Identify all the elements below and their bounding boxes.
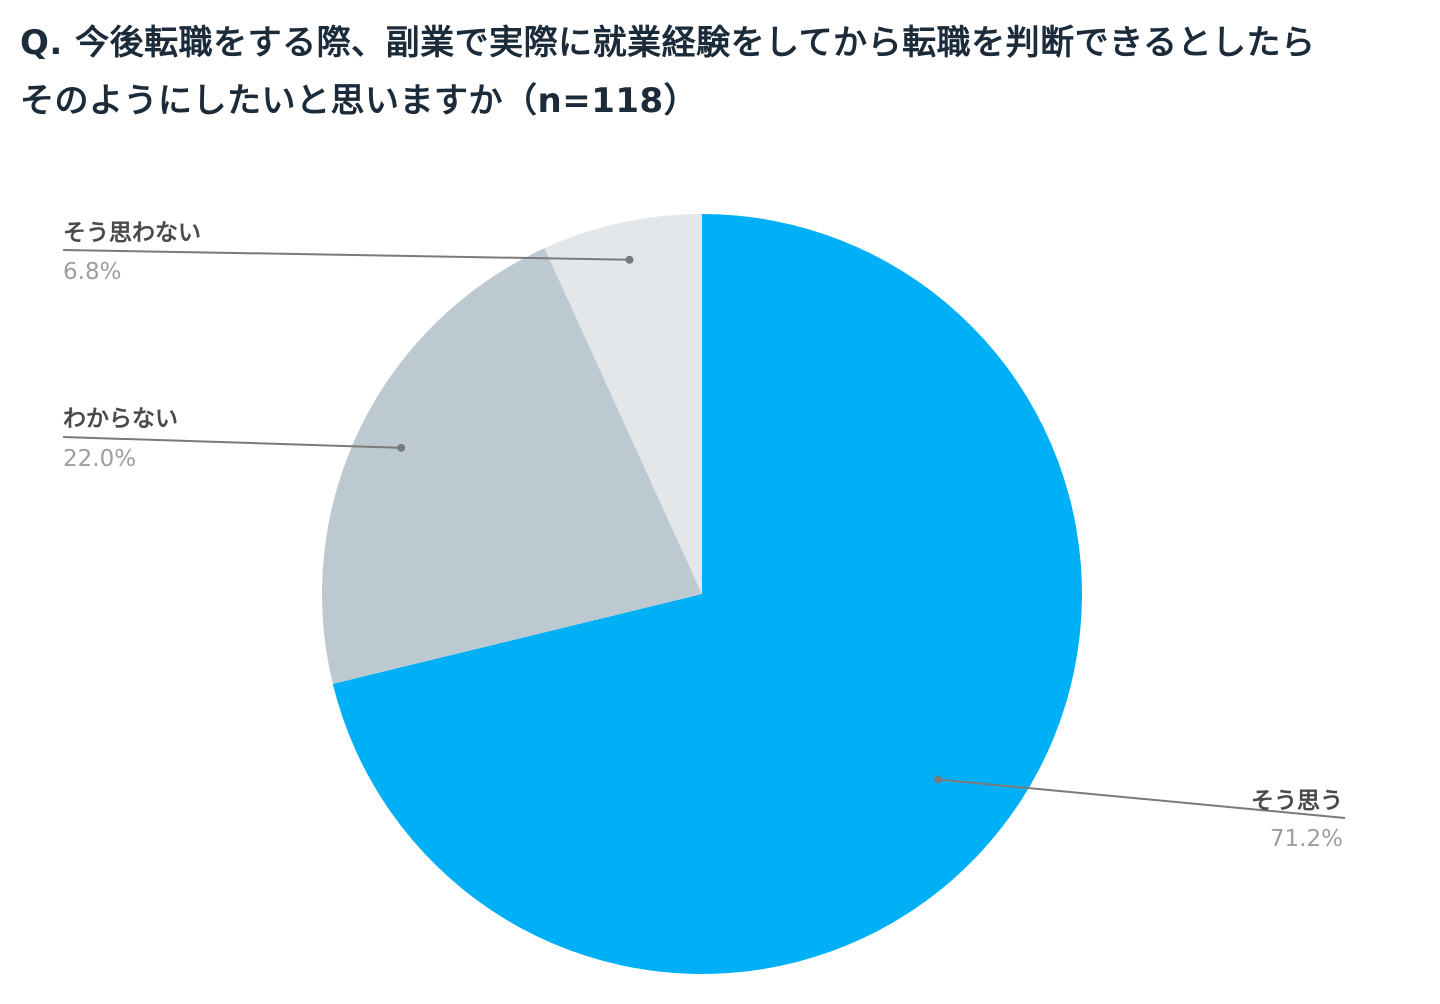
pie-slices (322, 214, 1083, 974)
slice-label-3: そう思わない (63, 220, 201, 246)
callout-line-3 (62, 249, 630, 261)
pie-slice-2 (322, 248, 702, 684)
slice-label-2: わからない (63, 406, 178, 432)
chart-title-line-2: そのようにしたいと思いますか（n=118） (20, 81, 699, 121)
slice-callouts: そう思う 71.2% わからない 22.0% そう思わない 6.8% (62, 220, 1346, 852)
pie-slice-1 (332, 214, 1083, 974)
callout-dot-1 (934, 775, 943, 784)
slice-percentage-1: 71.2% (1270, 826, 1343, 852)
callout-dot-2 (397, 443, 406, 452)
slice-percentage-3: 6.8% (63, 259, 121, 285)
callout-dot-3 (625, 255, 634, 264)
chart-title: Q. 今後転職をする際、副業で実際に就業経験をしてから転職を判断できるとしたら … (20, 14, 1420, 130)
callout-line-1 (937, 778, 1346, 819)
slice-percentage-2: 22.0% (63, 446, 136, 472)
chart-title-line-1: Q. 今後転職をする際、副業で実際に就業経験をしてから転職を判断できるとしたら (20, 23, 1316, 63)
callout-line-2 (62, 436, 402, 449)
slice-label-1: そう思う (1251, 788, 1343, 814)
pie-slice-3 (544, 214, 702, 594)
